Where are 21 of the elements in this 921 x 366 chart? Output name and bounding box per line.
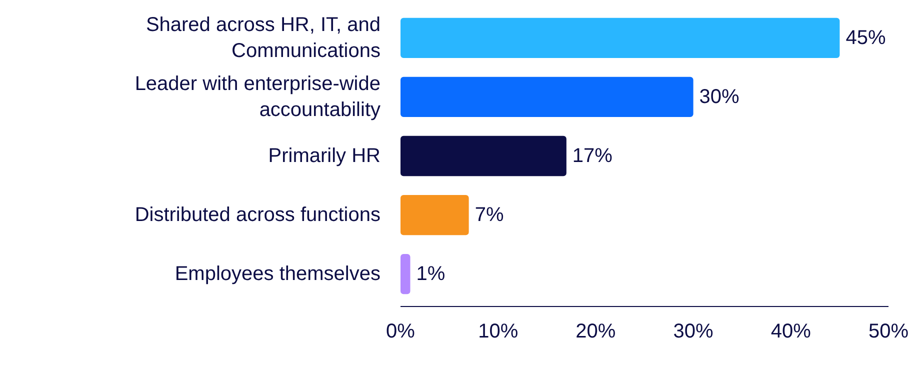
data-label: 7% (474, 204, 504, 226)
data-label: 17% (572, 145, 613, 167)
y-tick-label: Employees themselves (174, 263, 381, 286)
x-tick-label: 50% (868, 320, 909, 342)
bar (400, 194, 469, 236)
bar (400, 18, 840, 58)
bar (400, 136, 566, 176)
data-label: 30% (699, 86, 740, 108)
x-tick-label: 40% (770, 320, 812, 342)
x-tick-label: 20% (576, 320, 616, 342)
x-tick-label: 30% (673, 320, 714, 342)
x-tick-label: 10% (478, 320, 518, 342)
x-tick-label: 0% (386, 320, 416, 342)
y-tick-label: Primarily HR (268, 145, 380, 167)
data-label: 1% (416, 263, 446, 286)
y-tick-label: Leader with enterprise-wide accountability (134, 72, 381, 122)
y-tick-label: Distributed across functions (134, 204, 381, 226)
data-label: 45% (846, 26, 886, 49)
y-tick-label: Shared across HR, IT, and Communications (146, 14, 381, 62)
bar (400, 254, 410, 294)
bar (400, 76, 694, 118)
